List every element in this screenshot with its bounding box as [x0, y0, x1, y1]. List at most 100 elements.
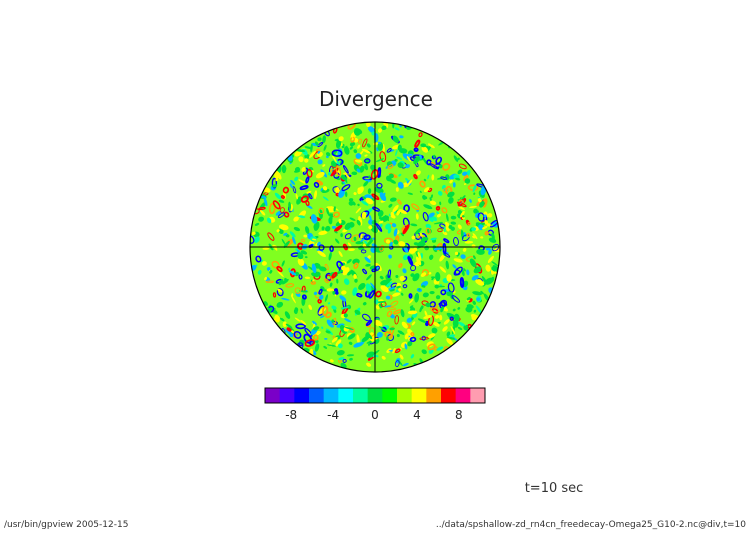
field-feature [272, 292, 277, 298]
field-feature [457, 169, 463, 175]
field-feature [484, 219, 488, 225]
field-feature [463, 268, 466, 272]
field-feature [385, 281, 393, 288]
colorbar-tick-label: -8 [285, 408, 297, 422]
field-feature [491, 261, 499, 267]
field-feature [322, 186, 328, 191]
field-feature [387, 287, 396, 291]
field-feature [452, 264, 457, 269]
field-feature [342, 243, 348, 251]
field-feature [319, 294, 324, 300]
field-feature [268, 243, 272, 248]
field-feature [353, 274, 357, 279]
field-feature [413, 156, 420, 165]
field-feature [269, 269, 273, 274]
field-feature [413, 147, 419, 152]
field-feature [360, 234, 363, 239]
field-feature [362, 268, 368, 275]
field-feature [411, 203, 420, 211]
field-feature [407, 153, 413, 156]
field-feature [298, 179, 305, 183]
field-feature [313, 181, 320, 188]
field-feature [427, 343, 436, 351]
field-feature [410, 354, 415, 359]
field-feature [355, 153, 362, 159]
field-feature [347, 333, 356, 340]
field-feature [354, 278, 358, 283]
field-feature [343, 313, 348, 318]
field-feature [281, 260, 285, 267]
field-feature [346, 354, 355, 357]
field-feature [407, 341, 413, 347]
field-feature [254, 222, 260, 226]
field-feature [300, 308, 304, 314]
field-feature [433, 154, 436, 159]
field-feature [402, 254, 409, 261]
field-feature [398, 173, 402, 177]
field-feature [381, 355, 386, 360]
field-feature [346, 259, 352, 264]
field-feature [411, 321, 416, 326]
field-feature [404, 343, 408, 350]
field-feature [462, 171, 468, 176]
field-feature [313, 221, 320, 231]
field-feature [312, 320, 317, 326]
field-feature [391, 223, 397, 228]
field-feature [370, 164, 376, 171]
field-feature [304, 339, 316, 347]
field-feature [448, 225, 453, 230]
field-feature [264, 276, 268, 281]
field-feature [375, 290, 382, 298]
field-feature [315, 171, 325, 179]
colorbar-cell [397, 388, 413, 403]
field-feature [332, 155, 337, 163]
field-feature [255, 255, 262, 263]
field-feature [395, 187, 399, 192]
field-feature [364, 158, 371, 164]
time-label: t=10 sec [525, 481, 584, 496]
field-feature [321, 226, 325, 231]
field-feature [414, 292, 420, 303]
field-feature [285, 283, 295, 288]
field-feature [443, 238, 450, 244]
field-feature [294, 307, 299, 312]
field-feature [439, 266, 447, 273]
field-feature [308, 304, 313, 310]
field-feature [365, 319, 373, 327]
field-feature [428, 212, 435, 218]
field-feature [458, 206, 465, 210]
field-feature [457, 326, 463, 330]
field-feature [292, 236, 296, 245]
field-feature [303, 234, 308, 238]
field-feature [274, 192, 282, 200]
field-feature [423, 178, 427, 182]
field-feature [397, 330, 405, 335]
field-feature [251, 231, 256, 236]
field-feature [361, 211, 367, 219]
field-feature [414, 139, 421, 148]
field-feature [405, 177, 409, 182]
field-feature [390, 211, 395, 217]
field-feature [428, 163, 439, 170]
field-feature [274, 314, 280, 323]
field-feature [304, 276, 311, 280]
field-feature [350, 134, 354, 138]
field-feature [353, 236, 357, 242]
field-feature [465, 324, 469, 331]
field-feature [476, 201, 481, 207]
field-feature [294, 150, 302, 157]
field-feature [353, 128, 357, 134]
field-feature [312, 279, 315, 282]
field-feature [423, 204, 433, 210]
field-feature [344, 146, 350, 155]
field-feature [278, 279, 284, 286]
field-feature [418, 288, 421, 291]
field-feature [385, 295, 391, 300]
field-feature [378, 220, 384, 224]
field-feature [450, 326, 456, 335]
field-feature [482, 225, 488, 230]
field-feature [415, 170, 421, 176]
field-feature [427, 143, 435, 149]
field-feature [452, 182, 456, 188]
colorbar-cell [279, 388, 295, 403]
